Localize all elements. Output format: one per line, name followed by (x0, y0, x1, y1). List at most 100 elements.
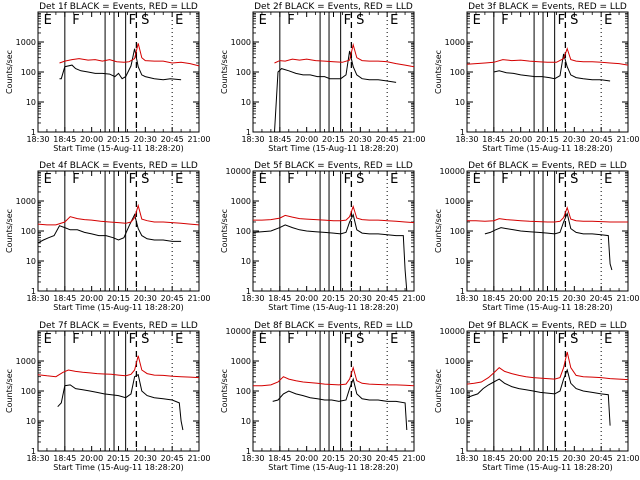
event-flag: E (259, 332, 267, 347)
x-tick-label: 21:00 (187, 294, 210, 303)
y-tick-label: 100 (21, 227, 36, 236)
y-tick-label: 100 (21, 68, 36, 77)
event-flag: E (44, 172, 52, 187)
x-tick-label: 20:00 (295, 454, 318, 463)
x-tick-label: 20:15 (107, 294, 130, 303)
x-axis-label: Start Time (15-Aug-11 18:28:20) (482, 463, 613, 472)
event-flag: E (44, 13, 52, 28)
x-tick-label: 20:45 (590, 135, 613, 144)
panel-title: Det 2f BLACK = Events, RED = LLD (254, 2, 413, 12)
x-tick-label: 18:45 (482, 135, 505, 144)
y-tick-label: 10 (26, 417, 36, 426)
x-tick-label: 20:15 (322, 454, 345, 463)
series-line-events (484, 212, 613, 271)
y-axis-label: Counts/sec (5, 209, 14, 253)
y-tick-label: 1 (246, 128, 251, 137)
y-tick-label: 1 (460, 128, 465, 137)
event-flag: F (287, 332, 294, 347)
x-axis-label: Start Time (15-Aug-11 18:28:20) (53, 144, 184, 153)
event-flag: F (72, 332, 79, 347)
series-line-lld (37, 355, 200, 379)
y-tick-label: 10000 (226, 327, 251, 336)
panel-title: Det 1f BLACK = Events, RED = LLD (39, 2, 198, 12)
y-tick-label: 1000 (445, 38, 465, 47)
y-tick-label: 10 (241, 98, 251, 107)
y-axis-label: Counts/sec (220, 369, 229, 413)
y-tick-label: 1 (246, 287, 251, 296)
y-tick-label: 1000 (231, 357, 251, 366)
panel-7: Det 7f BLACK = Events, RED = LLD 1 10 100 10… (5, 321, 211, 472)
event-flag: S (141, 13, 149, 28)
x-tick-label: 20:15 (107, 454, 130, 463)
x-tick-label: 20:00 (80, 454, 103, 463)
event-flag: F (129, 172, 136, 187)
series-line-lld (253, 205, 415, 224)
x-tick-label: 18:45 (53, 454, 76, 463)
plot-frame (252, 330, 415, 452)
x-tick-label: 18:45 (482, 454, 505, 463)
event-flag: F (344, 332, 351, 347)
x-tick-label: 20:15 (536, 135, 559, 144)
x-tick-label: 20:00 (295, 135, 318, 144)
series-line-events (37, 213, 182, 244)
x-tick-label: 20:15 (536, 294, 559, 303)
series-line-events (274, 50, 397, 133)
plot-frame (466, 11, 629, 133)
plot-frame (37, 170, 200, 292)
x-tick-label: 18:45 (268, 294, 291, 303)
event-flag: S (570, 172, 578, 187)
y-axis-label: Counts/sec (220, 209, 229, 253)
x-tick-label: 20:30 (349, 454, 372, 463)
x-tick-label: 20:00 (295, 294, 318, 303)
x-tick-label: 20:00 (80, 294, 103, 303)
panel-6: Det 6f BLACK = Events, RED = LLD 1 10 100 10… (434, 161, 640, 312)
series-line-lld (37, 203, 200, 226)
x-tick-label: 18:30 (26, 294, 49, 303)
x-tick-label: 21:00 (616, 294, 639, 303)
x-tick-label: 21:00 (616, 135, 639, 144)
event-flag: S (141, 332, 149, 347)
plot-frame (252, 11, 415, 133)
x-tick-label: 18:30 (241, 454, 264, 463)
series-line-events (252, 213, 408, 292)
y-tick-label: 100 (21, 387, 36, 396)
x-tick-label: 18:30 (455, 135, 478, 144)
y-tick-label: 10000 (440, 327, 465, 336)
series-line-lld (253, 365, 415, 387)
x-tick-label: 20:15 (322, 294, 345, 303)
event-flag: E (604, 13, 612, 28)
x-tick-label: 18:45 (268, 454, 291, 463)
panel-title: Det 4f BLACK = Events, RED = LLD (39, 161, 198, 171)
event-flag: E (175, 13, 183, 28)
x-tick-label: 20:30 (134, 294, 157, 303)
event-flag: F (287, 13, 294, 28)
x-tick-label: 20:15 (536, 454, 559, 463)
event-flag: F (558, 332, 565, 347)
x-tick-label: 21:00 (187, 135, 210, 144)
y-tick-label: 1000 (16, 197, 36, 206)
y-tick-label: 10 (455, 417, 465, 426)
x-axis-label: Start Time (15-Aug-11 18:28:20) (482, 303, 613, 312)
event-flag: F (501, 332, 508, 347)
x-tick-label: 18:30 (241, 135, 264, 144)
y-tick-label: 100 (236, 387, 251, 396)
y-axis-label: Counts/sec (220, 50, 229, 94)
x-tick-label: 18:30 (26, 135, 49, 144)
series-line-lld (466, 351, 629, 385)
x-tick-label: 20:30 (134, 454, 157, 463)
event-flag: E (473, 332, 481, 347)
plot-frame (466, 330, 629, 452)
panel-title: Det 9f BLACK = Events, RED = LLD (468, 321, 627, 331)
event-flag: E (390, 13, 398, 28)
x-tick-label: 20:45 (590, 454, 613, 463)
x-tick-label: 20:30 (134, 135, 157, 144)
event-flag: E (175, 172, 183, 187)
x-tick-label: 20:45 (376, 294, 399, 303)
plot-frame (37, 11, 200, 133)
panel-title: Det 7f BLACK = Events, RED = LLD (39, 321, 198, 331)
x-axis-label: Start Time (15-Aug-11 18:28:20) (268, 463, 399, 472)
x-tick-label: 18:45 (268, 135, 291, 144)
y-tick-label: 100 (450, 227, 465, 236)
y-tick-label: 10 (455, 257, 465, 266)
x-tick-label: 21:00 (402, 135, 425, 144)
